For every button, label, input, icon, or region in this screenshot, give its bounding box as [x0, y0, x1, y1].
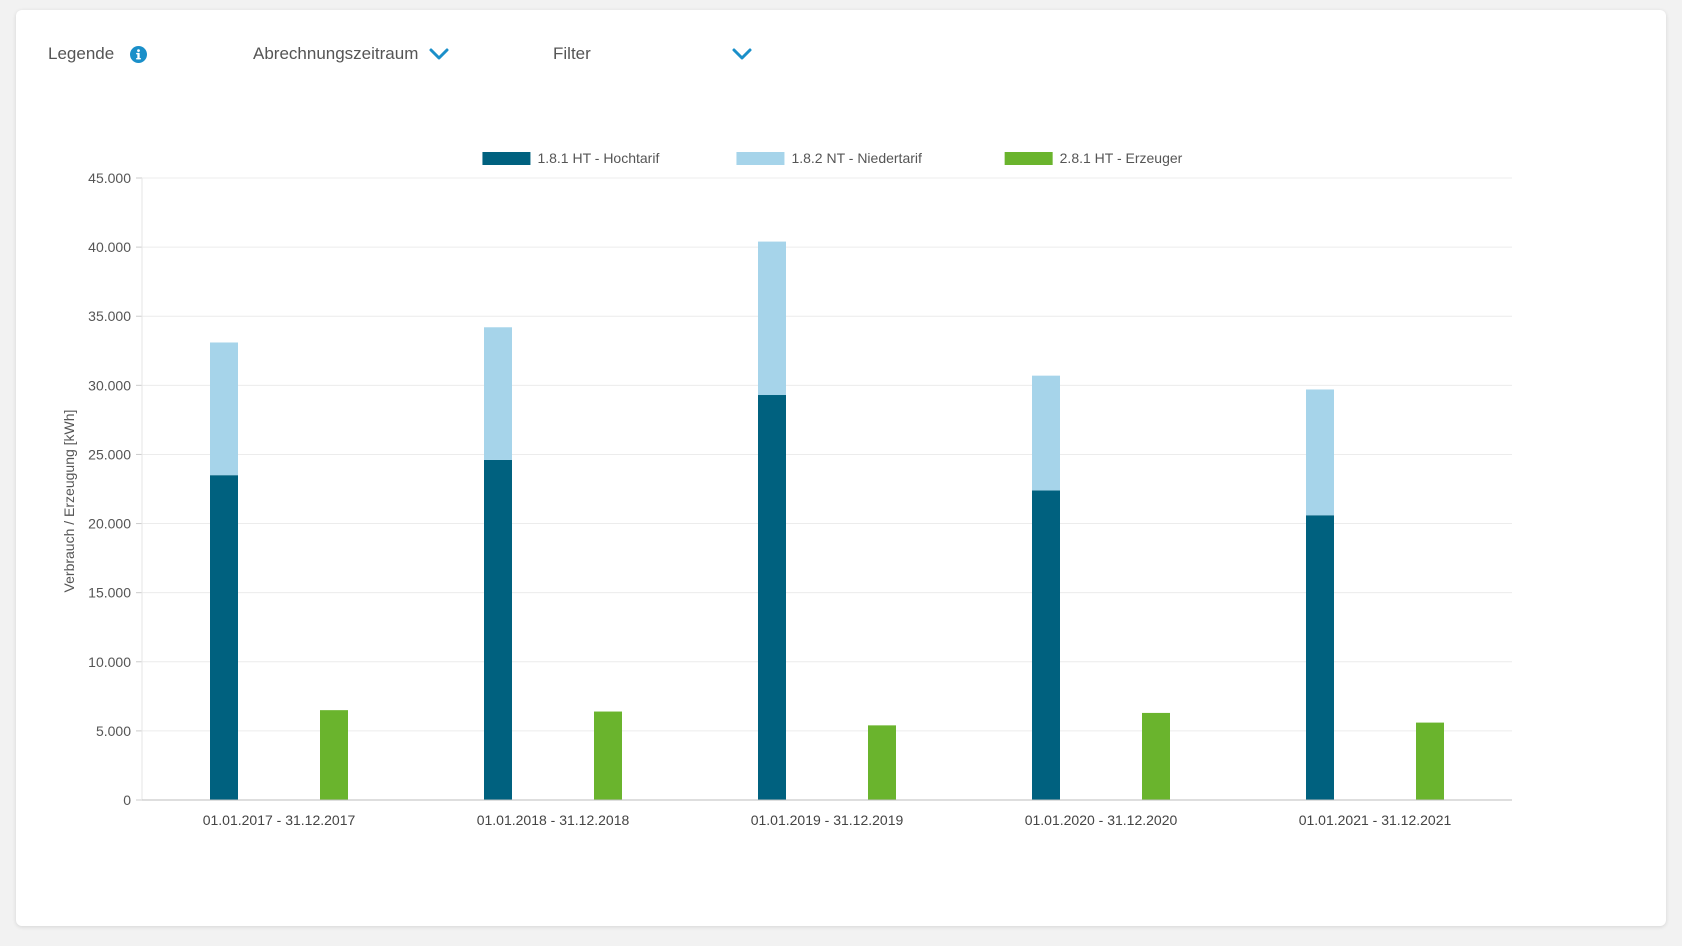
x-tick-label: 01.01.2017 - 31.12.2017 — [203, 812, 356, 828]
legend-toggle[interactable]: Legende — [48, 44, 148, 64]
y-tick-label: 20.000 — [88, 516, 131, 532]
chart-legend: 1.8.1 HT - Hochtarif 1.8.2 NT - Niedertar… — [482, 150, 1183, 166]
bar[interactable] — [1306, 515, 1334, 800]
axes: 0 5.000 10.000 15.000 20.000 25.000 30.000 35.0… — [88, 170, 1512, 828]
filter-label: Filter — [553, 44, 591, 63]
y-tick-label: 10.000 — [88, 654, 131, 670]
y-tick-label: 40.000 — [88, 239, 131, 255]
chevron-down-icon — [429, 48, 449, 60]
legend-swatch — [736, 152, 785, 165]
legend-label: 1.8.1 HT - Hochtarif — [537, 150, 659, 166]
x-tick-label: 01.01.2020 - 31.12.2020 — [1025, 812, 1178, 828]
bar[interactable] — [1306, 389, 1334, 516]
y-tick-label: 0 — [123, 792, 131, 808]
bars — [210, 241, 1444, 800]
filter-dropdown[interactable]: Filter — [553, 44, 753, 64]
chart-toolbar: Legende Abrechnungszeitraum Filter — [16, 10, 1666, 100]
y-tick-label: 25.000 — [88, 446, 131, 462]
x-tick-label: 01.01.2018 - 31.12.2018 — [477, 812, 630, 828]
legend-label: 1.8.2 NT - Niedertarif — [791, 150, 922, 166]
info-icon[interactable] — [130, 45, 148, 63]
legend-swatch — [482, 152, 531, 165]
legend-label: Legende — [48, 44, 115, 63]
x-tick-label: 01.01.2021 - 31.12.2021 — [1299, 812, 1452, 828]
bar-chart: 1.8.1 HT - Hochtarif 1.8.2 NT - Niedertar… — [61, 150, 1512, 828]
bar[interactable] — [484, 327, 512, 460]
x-tick-label: 01.01.2019 - 31.12.2019 — [751, 812, 904, 828]
bar[interactable] — [758, 395, 786, 800]
bar[interactable] — [484, 459, 512, 800]
bar[interactable] — [1416, 722, 1444, 800]
y-tick-label: 5.000 — [96, 723, 131, 739]
y-tick-label: 30.000 — [88, 377, 131, 393]
bar[interactable] — [758, 241, 786, 396]
gridlines — [142, 177, 1512, 732]
legend-swatch — [1004, 152, 1053, 165]
billing-period-label: Abrechnungszeitraum — [253, 44, 419, 63]
y-axis-label: Verbrauch / Erzeugung [kWh] — [61, 410, 77, 593]
billing-period-dropdown[interactable]: Abrechnungszeitraum — [253, 44, 450, 64]
bar[interactable] — [1142, 712, 1170, 800]
y-tick-label: 35.000 — [88, 308, 131, 324]
bar[interactable] — [594, 711, 622, 800]
bar[interactable] — [1032, 375, 1060, 491]
legend-label: 2.8.1 HT - Erzeuger — [1060, 150, 1183, 166]
y-tick-label: 15.000 — [88, 585, 131, 601]
bar[interactable] — [868, 725, 896, 800]
bar[interactable] — [210, 475, 238, 800]
bar[interactable] — [1032, 490, 1060, 800]
bar[interactable] — [320, 710, 348, 800]
chart-card: Legende Abrechnungszeitraum Filter 1.8.1… — [16, 10, 1666, 926]
y-tick-label: 45.000 — [88, 170, 131, 186]
chevron-down-icon — [732, 48, 752, 60]
bar[interactable] — [210, 342, 238, 476]
